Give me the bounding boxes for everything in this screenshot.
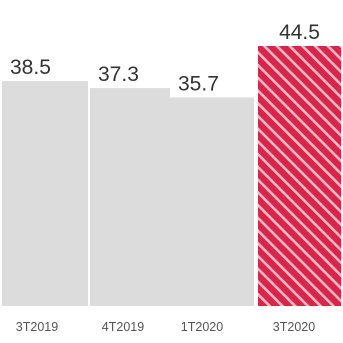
value-labels: 38.5 37.3 35.7 44.5 (10, 21, 320, 95)
value-label-3T2020: 44.5 (279, 21, 320, 44)
category-label-3T2020: 3T2020 (273, 320, 315, 334)
value-label-4T2019: 37.3 (98, 63, 139, 86)
category-labels: 3T2019 4T2019 1T2020 3T2020 (16, 320, 315, 334)
category-label-1T2020: 1T2020 (181, 320, 223, 334)
value-label-1T2020: 35.7 (178, 72, 219, 95)
bar-4T2019 (90, 88, 170, 306)
bar-3T2019 (2, 81, 88, 306)
category-label-3T2019: 3T2019 (16, 320, 58, 334)
bar-1T2020 (170, 97, 254, 306)
value-label-3T2019: 38.5 (10, 56, 51, 79)
category-label-4T2019: 4T2019 (102, 320, 144, 334)
bars (2, 46, 341, 306)
bar-3T2020 (258, 46, 341, 306)
